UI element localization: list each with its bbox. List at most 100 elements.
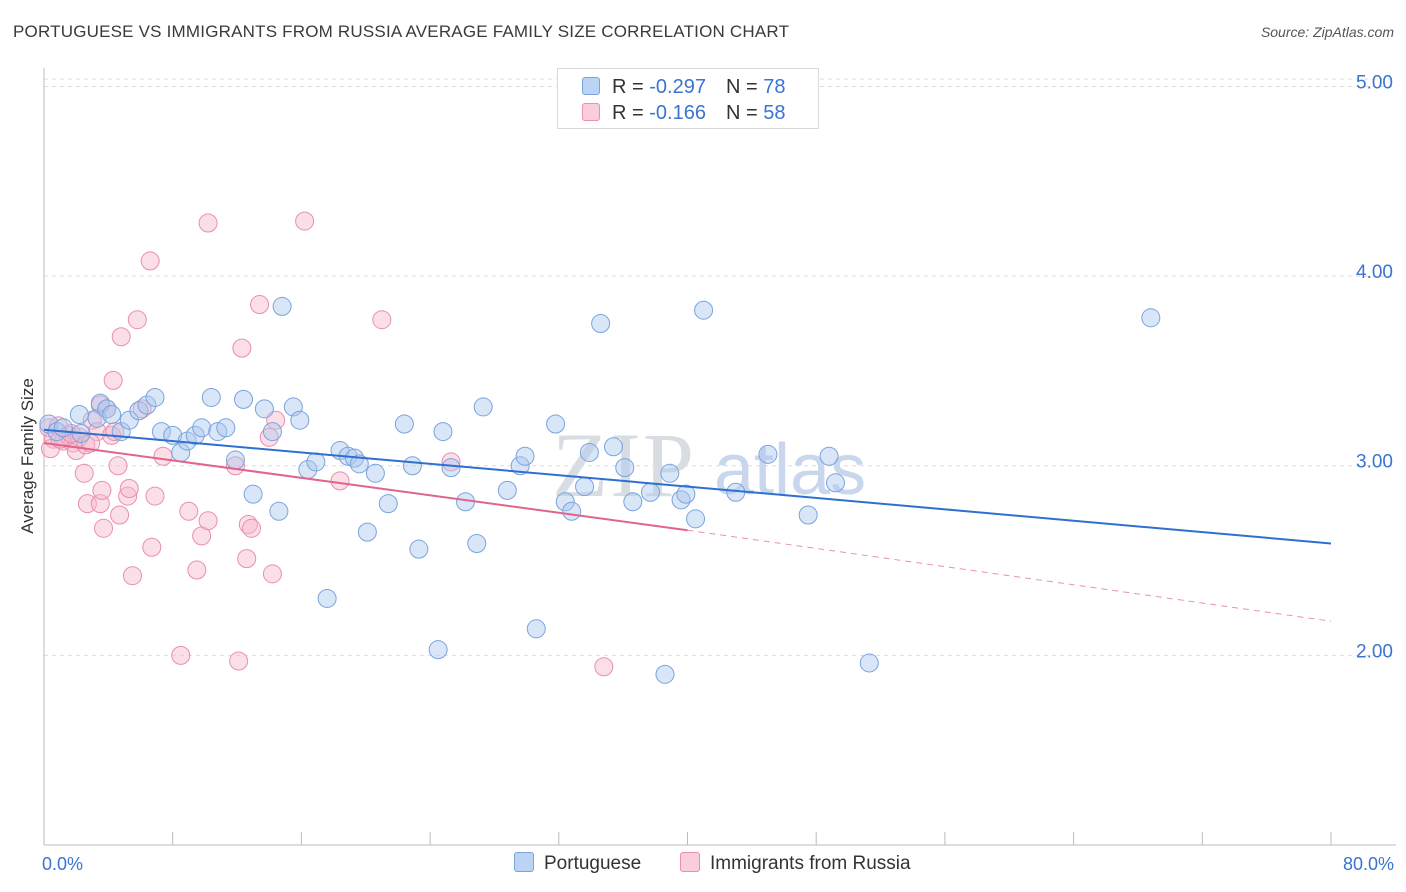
y-tick-label: 5.00 (1356, 72, 1393, 93)
russia-swatch (582, 103, 600, 121)
point-portuguese (39, 414, 59, 434)
point-portuguese (119, 410, 139, 430)
legend-label-russia: Immigrants from Russia (710, 853, 911, 874)
point-portuguese (87, 408, 107, 428)
n-value-portuguese: 78 (763, 76, 786, 98)
point-portuguese (137, 395, 157, 415)
point-portuguese (591, 313, 611, 333)
point-russia (108, 456, 128, 476)
watermark-zip: ZIP (552, 414, 696, 516)
y-tick-label: 3.00 (1356, 452, 1393, 473)
y-tick-label: 2.00 (1356, 641, 1393, 662)
point-portuguese (365, 463, 385, 483)
r-label: R = (612, 76, 650, 98)
point-portuguese (615, 458, 635, 478)
chart-source: Source: ZipAtlas.com (1260, 24, 1394, 40)
point-portuguese (546, 414, 566, 434)
point-portuguese (497, 480, 517, 500)
watermark-atlas: atlas (714, 430, 866, 510)
point-portuguese (254, 399, 274, 419)
point-portuguese (272, 296, 292, 316)
legend-label-portuguese: Portuguese (544, 853, 642, 874)
axis-layer (43, 68, 1396, 846)
point-portuguese (758, 444, 778, 464)
point-russia (372, 310, 392, 330)
point-russia (111, 327, 131, 347)
point-russia (94, 518, 114, 538)
point-russia (238, 515, 258, 535)
tick-labels: 2.00 3.00 4.00 5.00 0.0% 80.0% (42, 72, 1394, 874)
point-portuguese (798, 505, 818, 525)
point-portuguese (579, 442, 599, 462)
point-russia (171, 645, 191, 665)
y-axis-label: Average Family Size (18, 378, 37, 534)
point-russia (127, 310, 147, 330)
point-portuguese (69, 405, 89, 425)
point-portuguese (317, 588, 337, 608)
point-russia (119, 478, 139, 498)
chart-title: PORTUGUESE VS IMMIGRANTS FROM RUSSIA AVE… (13, 22, 790, 41)
point-portuguese (819, 446, 839, 466)
point-portuguese (192, 418, 212, 438)
point-russia (118, 486, 138, 506)
point-russia (74, 463, 94, 483)
point-portuguese (357, 522, 377, 542)
series-legend: Portuguese Immigrants from Russia (0, 852, 1406, 878)
point-portuguese (233, 389, 253, 409)
point-russia (295, 211, 315, 231)
point-portuguese (1141, 308, 1161, 328)
legend-item-portuguese[interactable]: Portuguese (514, 852, 641, 875)
point-russia (92, 480, 112, 500)
point-russia (237, 549, 257, 569)
trend-lines (43, 428, 1332, 622)
watermark: ZIP atlas (552, 414, 866, 516)
grid-layer (44, 78, 1396, 656)
point-portuguese (409, 539, 429, 559)
point-russia (232, 338, 252, 358)
point-portuguese (225, 450, 245, 470)
legend-item-russia[interactable]: Immigrants from Russia (680, 852, 911, 875)
stats-row-portuguese: R = -0.297 N = 78 (582, 76, 785, 98)
point-russia (229, 651, 249, 671)
point-portuguese (623, 492, 643, 512)
x-tick-label-min: 0.0% (42, 854, 83, 874)
point-portuguese (201, 387, 221, 407)
point-russia (153, 446, 173, 466)
r-value-portuguese: -0.297 (649, 76, 706, 98)
point-russia (198, 511, 218, 531)
point-portuguese (269, 501, 289, 521)
point-portuguese (562, 501, 582, 521)
trend-line-russia (43, 441, 688, 532)
point-russia (266, 410, 286, 430)
series-portuguese (39, 296, 1161, 684)
point-russia (122, 566, 142, 586)
point-russia (77, 494, 97, 514)
point-portuguese (510, 456, 530, 476)
point-portuguese (394, 414, 414, 434)
point-portuguese (290, 410, 310, 430)
r-label: R = (612, 102, 650, 124)
point-portuguese (102, 405, 122, 425)
r-value-russia: -0.166 (649, 102, 706, 124)
point-portuguese (660, 463, 680, 483)
stats-legend: R = -0.297 N = 78 R = -0.166 N = 58 (557, 68, 819, 129)
point-russia (110, 505, 130, 525)
point-portuguese (603, 437, 623, 457)
point-russia (594, 657, 614, 677)
point-russia (179, 501, 199, 521)
point-portuguese (378, 494, 398, 514)
point-russia (242, 518, 262, 538)
point-russia (103, 370, 123, 390)
point-russia (250, 295, 270, 315)
trend-line-portuguese (43, 428, 1332, 545)
point-portuguese (441, 458, 461, 478)
point-russia (330, 471, 350, 491)
point-portuguese (185, 425, 205, 445)
point-russia (262, 564, 282, 584)
series-immigrants-from-russia (39, 211, 614, 677)
point-portuguese (686, 509, 706, 529)
point-portuguese (428, 640, 448, 660)
trend-line-russia-extrapolated (687, 529, 1332, 622)
point-portuguese (402, 456, 422, 476)
